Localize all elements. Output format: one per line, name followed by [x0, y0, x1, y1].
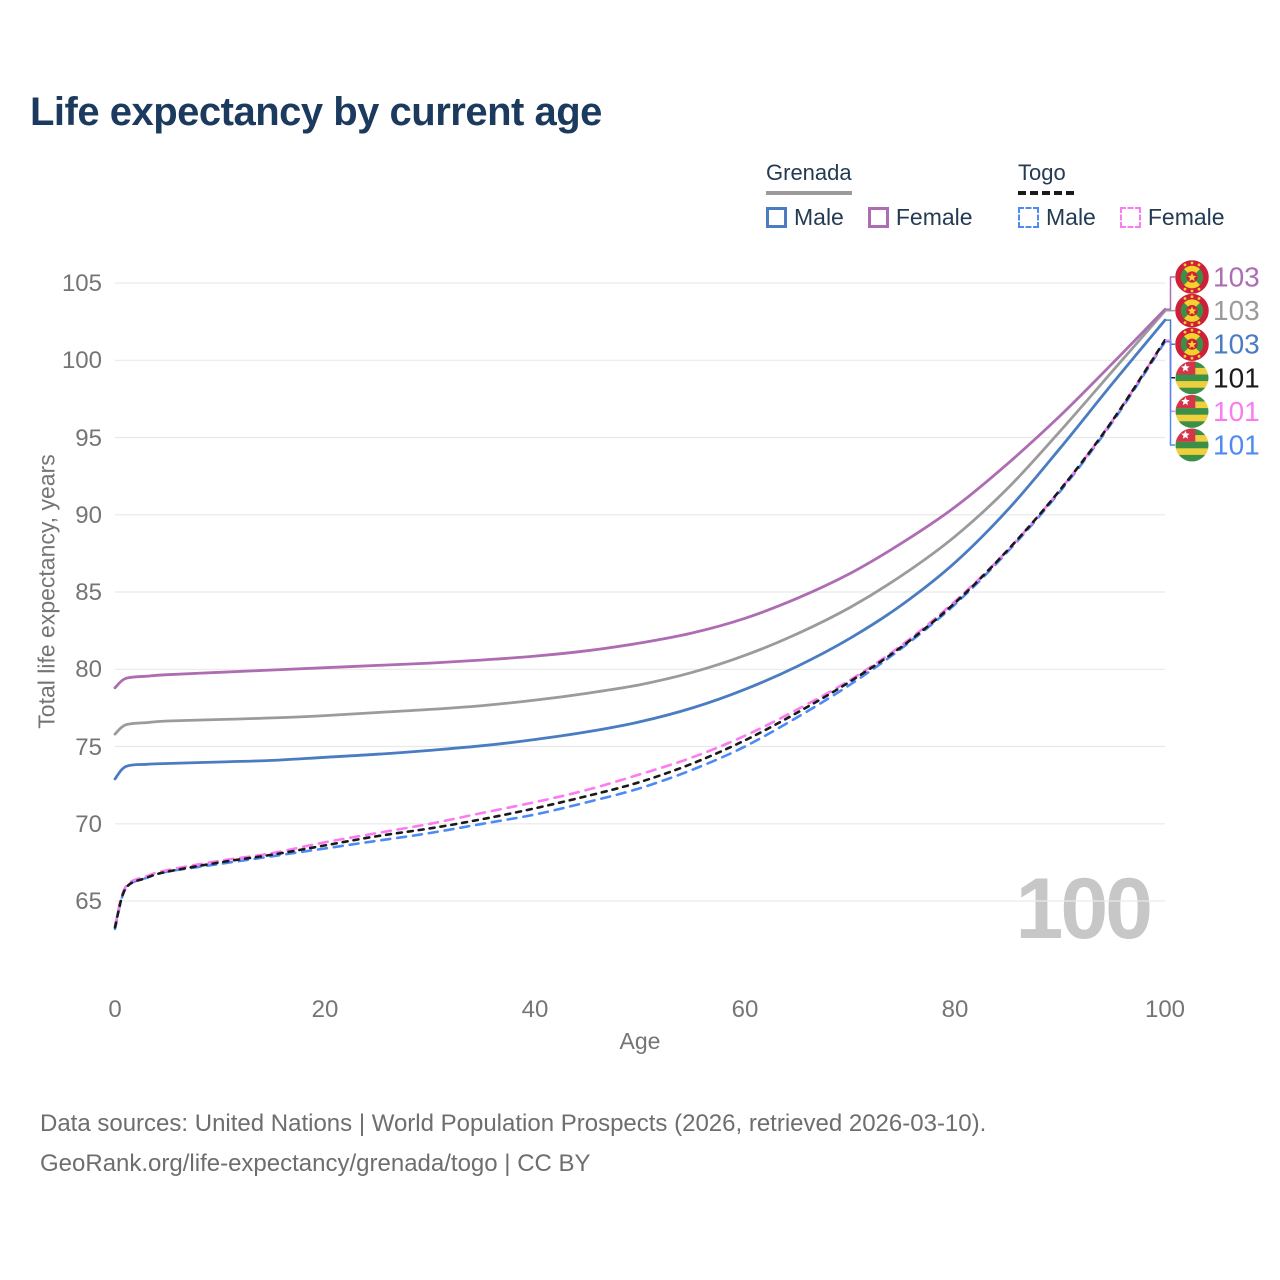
grenada-flag-icon [1175, 293, 1209, 328]
grenada-male-swatch-icon [766, 207, 787, 228]
y-tick-label: 70 [75, 810, 102, 838]
page-title: Life expectancy by current age [30, 90, 602, 134]
grenada-female-swatch-icon [867, 207, 889, 228]
y-tick-label: 105 [61, 270, 102, 297]
leader-line-grenada-male [1165, 319, 1175, 345]
legend-group-grenada: Grenada Male Female [766, 160, 989, 231]
legend-label: Female [1147, 204, 1225, 230]
togo-flag-icon [1175, 428, 1209, 462]
leader-line-togo-male [1165, 340, 1175, 446]
end-label-togo-female: 101 [1213, 396, 1260, 427]
series-line-togo-male[interactable] [113, 340, 1167, 931]
x-tick-label: 20 [311, 996, 339, 1023]
end-label-togo-male: 101 [1213, 430, 1260, 461]
grenada-flag-icon [1175, 327, 1209, 361]
series-line-togo-female[interactable] [113, 338, 1167, 927]
end-label-grenada-female: 103 [1213, 262, 1260, 293]
series-line-grenada-male[interactable] [113, 318, 1167, 781]
x-tick-label: 80 [941, 996, 969, 1023]
y-tick-label: 95 [75, 424, 102, 452]
legend-label: Female [895, 204, 973, 230]
legend-label: Male [794, 204, 844, 230]
y-axis-title: Total life expectancy, years [33, 454, 60, 729]
togo-flag-icon [1175, 394, 1209, 428]
series-line-grenada-both[interactable] [113, 309, 1167, 736]
togo-female-swatch-icon [1119, 207, 1141, 228]
legend-item-grenada-female[interactable]: Female [867, 204, 973, 231]
x-tick-label: 60 [731, 996, 759, 1023]
end-label-grenada-male: 103 [1213, 329, 1260, 360]
x-tick-label: 40 [521, 996, 549, 1023]
x-axis-title: Age [619, 1028, 661, 1054]
y-tick-label: 65 [75, 888, 102, 915]
age-watermark: 100 [1015, 861, 1153, 957]
y-tick-label: 100 [61, 347, 102, 375]
footer-source-line: Data sources: United Nations | World Pop… [40, 1110, 987, 1137]
legend-group-togo: Togo Male Female [1018, 160, 1241, 231]
legend-country-togo[interactable]: Togo [1018, 160, 1074, 195]
footer-attribution-line: GeoRank.org/life-expectancy/grenada/togo… [40, 1150, 591, 1177]
y-tick-label: 75 [75, 733, 102, 761]
togo-flag-icon [1175, 361, 1209, 395]
legend-country-grenada[interactable]: Grenada [766, 160, 852, 195]
leader-line-grenada-female [1165, 276, 1175, 311]
y-tick-label: 85 [75, 579, 102, 606]
end-label-grenada-both: 103 [1213, 295, 1260, 326]
legend-item-togo-female[interactable]: Female [1119, 204, 1225, 231]
legend-item-grenada-male[interactable]: Male [766, 204, 844, 231]
legend-label: Male [1046, 204, 1096, 230]
togo-male-swatch-icon [1018, 207, 1039, 228]
end-label-togo-both: 101 [1213, 362, 1260, 393]
y-tick-label: 80 [75, 656, 102, 684]
legend-item-togo-male[interactable]: Male [1018, 204, 1096, 231]
y-tick-label: 90 [75, 501, 102, 529]
series-line-togo-both[interactable] [113, 338, 1167, 929]
x-tick-label: 0 [108, 996, 122, 1023]
grenada-flag-icon [1175, 260, 1209, 294]
x-tick-label: 100 [1144, 996, 1186, 1023]
footer: Data sources: United Nations | World Pop… [40, 1104, 986, 1184]
series-line-grenada-female[interactable] [113, 307, 1167, 690]
